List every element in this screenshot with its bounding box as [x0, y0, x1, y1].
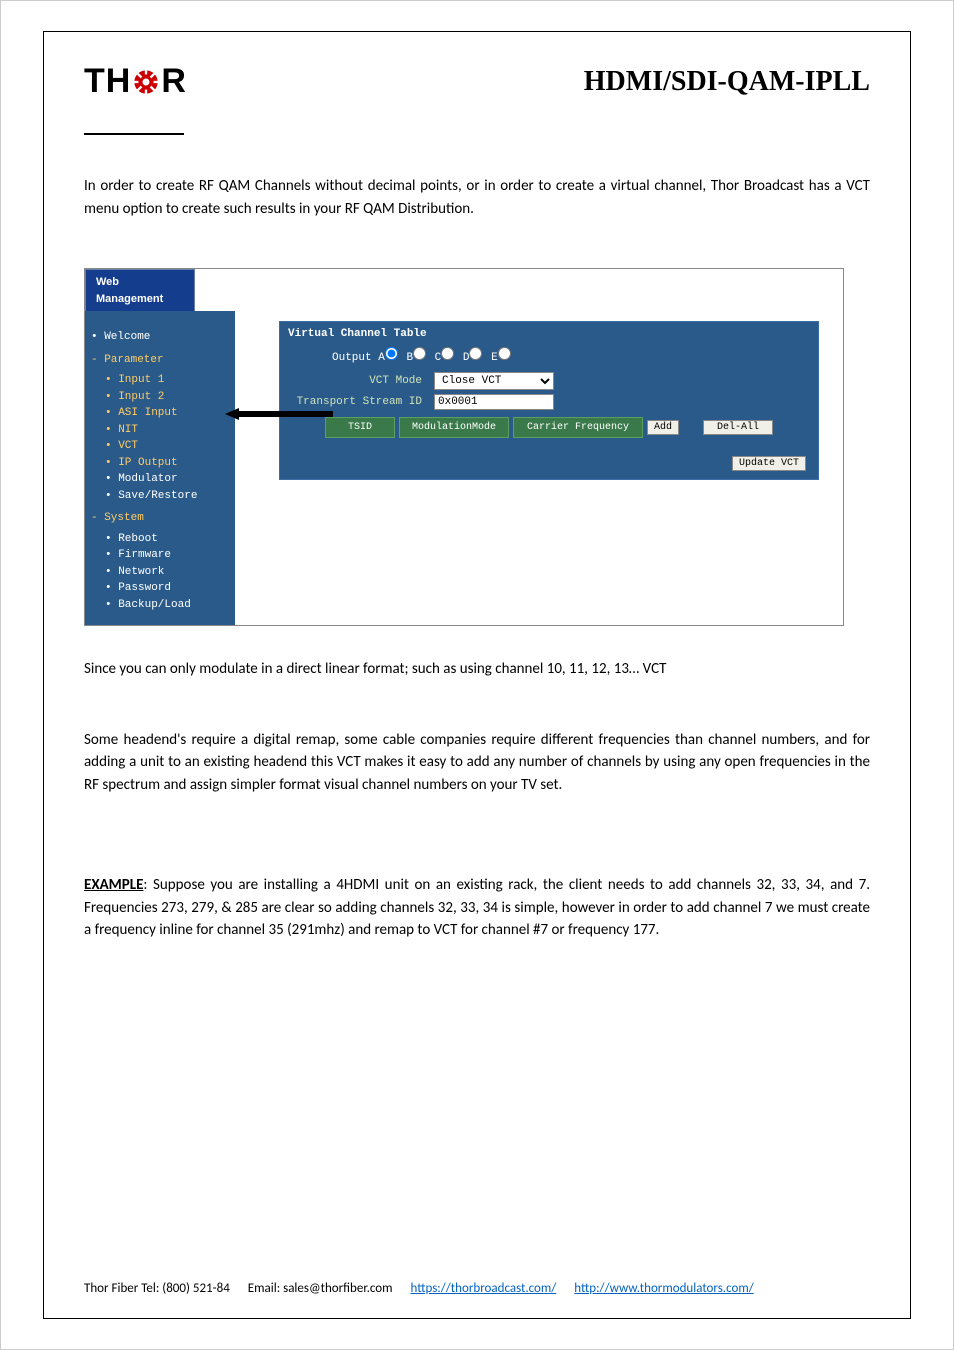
tsid-input[interactable] — [434, 394, 554, 410]
sidebar-item-welcome[interactable]: Welcome — [91, 329, 229, 346]
sidebar-item-modulator[interactable]: Modulator — [105, 471, 229, 488]
footer-email: Email: sales@thorfiber.com — [248, 1281, 393, 1296]
th-carrierfreq: Carrier Frequency — [513, 417, 643, 438]
sidebar-item-password[interactable]: Password — [105, 580, 229, 597]
sidebar-item-firmware[interactable]: Firmware — [105, 547, 229, 564]
add-button[interactable]: Add — [647, 420, 679, 435]
sidebar-item-asi[interactable]: ASI Input — [105, 405, 229, 422]
vct-table-header: TSID ModulationMode Carrier Frequency Ad… — [282, 413, 816, 442]
main-panel: Virtual Channel Table Output A B C D E V… — [235, 311, 843, 625]
sidebar-item-backupload[interactable]: Backup/Load — [105, 597, 229, 614]
output-a-radio[interactable] — [385, 347, 398, 360]
th-tsid: TSID — [325, 417, 395, 438]
footer-tel: Thor Fiber Tel: (800) 521-84 — [84, 1281, 230, 1296]
sidebar-item-ipoutput[interactable]: IP Output — [105, 455, 229, 472]
sidebar-item-input2[interactable]: Input 2 — [105, 389, 229, 406]
web-management-body: Welcome Parameter Input 1 Input 2 ASI In… — [85, 311, 843, 625]
footer-link-2[interactable]: http://www.thormodulators.com/ — [574, 1281, 753, 1296]
example-text: : Suppose you are installing a 4HDMI uni… — [84, 876, 870, 939]
page: TH — [0, 0, 954, 1350]
sidebar-list-parameter: Input 1 Input 2 ASI Input NIT VCT IP Out… — [91, 372, 229, 504]
sidebar-list-system: Reboot Firmware Network Password Backup/… — [91, 531, 229, 614]
logo-text-left: TH — [84, 62, 131, 101]
example-label: EXAMPLE — [84, 876, 143, 894]
footer: Thor Fiber Tel: (800) 521-84 Email: sale… — [84, 1281, 870, 1296]
sidebar-item-nit[interactable]: NIT — [105, 422, 229, 439]
update-vct-button[interactable]: Update VCT — [732, 456, 806, 471]
output-c-radio[interactable] — [441, 347, 454, 360]
divider — [84, 133, 184, 135]
footer-link-1[interactable]: https://thorbroadcast.com/ — [410, 1281, 556, 1296]
output-radio-row: Output A B C D E — [282, 345, 816, 371]
th-modmode: ModulationMode — [399, 417, 509, 438]
page-border: TH — [43, 31, 911, 1319]
output-a-label[interactable]: A — [378, 352, 398, 364]
web-management-screenshot: Web Management Welcome Parameter Input 1 — [84, 268, 844, 626]
sidebar-section-system[interactable]: System — [91, 510, 229, 527]
output-e-radio[interactable] — [498, 347, 511, 360]
body: In order to create RF QAM Channels witho… — [84, 175, 870, 942]
vct-mode-label: VCT Mode — [288, 373, 428, 390]
del-all-button[interactable]: Del-All — [703, 420, 773, 435]
doc-title: HDMI/SDI-QAM-IPLL — [584, 66, 870, 98]
vct-panel: Virtual Channel Table Output A B C D E V… — [279, 321, 819, 480]
sidebar-item-vct[interactable]: VCT — [105, 438, 229, 455]
sidebar: Welcome Parameter Input 1 Input 2 ASI In… — [85, 311, 235, 625]
output-d-radio[interactable] — [469, 347, 482, 360]
paragraph-2: Since you can only modulate in a direct … — [84, 658, 870, 681]
annotation-arrow-icon — [225, 407, 335, 421]
output-e-label[interactable]: E — [491, 352, 511, 364]
paragraph-3: Some headend's require a digital remap, … — [84, 729, 870, 797]
vct-mode-select[interactable]: Close VCT — [434, 372, 554, 390]
vct-title: Virtual Channel Table — [282, 324, 816, 345]
output-b-radio[interactable] — [413, 347, 426, 360]
header: TH — [84, 62, 870, 101]
output-d-label[interactable]: D — [463, 352, 483, 364]
output-label: Output — [332, 352, 372, 364]
paragraph-4: EXAMPLE: Suppose you are installing a 4H… — [84, 874, 870, 942]
sidebar-item-input1[interactable]: Input 1 — [105, 372, 229, 389]
sidebar-section-parameter[interactable]: Parameter — [91, 352, 229, 369]
output-b-label[interactable]: B — [406, 352, 426, 364]
paragraph-1: In order to create RF QAM Channels witho… — [84, 175, 870, 220]
sidebar-item-reboot[interactable]: Reboot — [105, 531, 229, 548]
web-management-tab[interactable]: Web Management — [85, 269, 195, 311]
output-c-label[interactable]: C — [435, 352, 455, 364]
gear-icon — [132, 68, 160, 96]
sidebar-item-saverestore[interactable]: Save/Restore — [105, 488, 229, 505]
sidebar-item-network[interactable]: Network — [105, 564, 229, 581]
logo: TH — [84, 62, 187, 101]
logo-text-right: R — [161, 62, 187, 101]
